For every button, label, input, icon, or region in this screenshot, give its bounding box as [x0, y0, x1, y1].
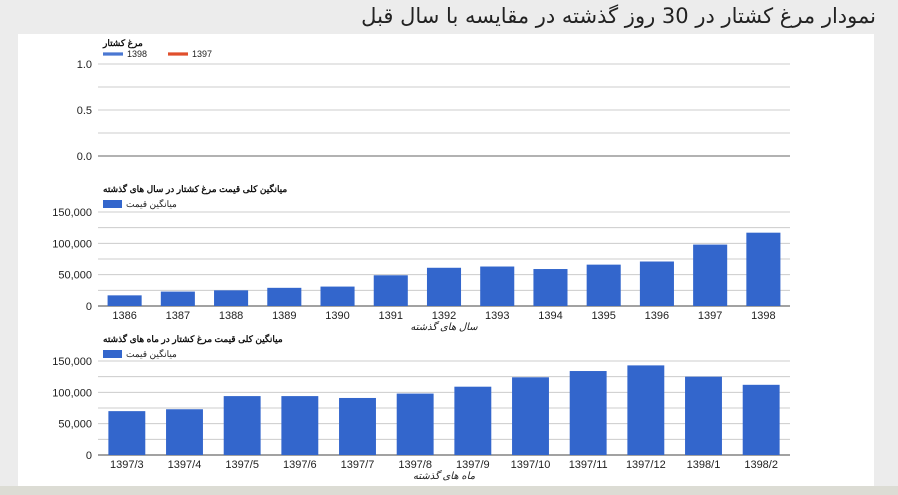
- chart2-bar-1398: [746, 232, 781, 306]
- chart2-bar-1392: [426, 267, 462, 306]
- chart2-ytick: 0: [86, 301, 92, 313]
- chart2-xtick: 1392: [432, 310, 456, 322]
- legend-label-1398: 1398: [127, 49, 147, 59]
- legend-label-1397: 1397: [192, 49, 212, 59]
- chart3-xtick: 1398/1: [687, 459, 721, 471]
- chart2-xtick: 1391: [379, 310, 403, 322]
- chart3-ytick: 150,000: [52, 356, 92, 368]
- chart2-xtick: 1397: [698, 310, 722, 322]
- chart3-xtick: 1397/12: [626, 459, 666, 471]
- chart3-ytick: 50,000: [58, 419, 92, 431]
- charts-panel: مرغ کشتار 1398 1397 1.0 0.5 0.0 میانگین کلی قی…: [18, 34, 874, 486]
- chart3-xlabel: ماه های گذشته: [413, 470, 476, 482]
- chart2-bar-1397: [693, 244, 728, 306]
- chart3-bar-1398/2: [742, 384, 780, 455]
- chart3-ytick: 100,000: [52, 387, 92, 399]
- chart3-bar-1397/12: [627, 365, 665, 455]
- chart3-xtick: 1397/6: [283, 459, 317, 471]
- chart3-bar-1397/5: [223, 396, 261, 455]
- chart3-ytick: 0: [86, 450, 92, 462]
- chart2-ytick: 100,000: [52, 238, 92, 250]
- chart1-ytick: 0.0: [77, 151, 92, 163]
- chart3-bar-1397/9: [454, 386, 492, 455]
- chart3-xtick: 1397/10: [511, 459, 551, 471]
- chart2-bar-1389: [267, 287, 302, 306]
- chart2-bar-1393: [480, 266, 515, 306]
- chart3-legend-label: میانگین قیمت: [126, 348, 177, 360]
- chart1-ytick: 1.0: [77, 59, 92, 71]
- chart3-xtick: 1397/8: [398, 459, 432, 471]
- chart2-bar-1387: [160, 291, 195, 306]
- chart2-legend-label: میانگین قیمت: [126, 198, 177, 210]
- chart3-bar-1397/10: [512, 377, 549, 455]
- chart2-bar-1391: [373, 275, 408, 306]
- chart2-bar-1390: [320, 286, 355, 306]
- chart1-title: مرغ کشتار: [102, 38, 143, 49]
- chart3-xtick: 1398/2: [744, 459, 778, 471]
- chart2-xlabel: سال های گذشته: [410, 321, 478, 333]
- chart2-xtick: 1388: [219, 310, 243, 322]
- chart2-xtick: 1395: [591, 310, 615, 322]
- bottom-strip: [0, 486, 898, 495]
- chart2-xtick: 1394: [538, 310, 562, 322]
- chart3-xtick: 1397/11: [569, 459, 608, 471]
- chart2-bar-1395: [586, 264, 621, 306]
- chart3-xtick: 1397/3: [110, 459, 144, 471]
- chart2-legend-swatch: [103, 200, 122, 208]
- chart2-xtick: 1390: [325, 310, 349, 322]
- chart2-bar-1394: [533, 269, 568, 306]
- chart3-bar-1397/8: [396, 393, 434, 455]
- chart2-xtick: 1398: [751, 310, 775, 322]
- chart3-xtick: 1397/5: [225, 459, 259, 471]
- chart2-xtick: 1387: [166, 310, 190, 322]
- chart2-xtick: 1393: [485, 310, 509, 322]
- chart2-title: میانگین کلی قیمت مرغ کشتار در سال های گذ…: [103, 183, 287, 195]
- chart1-ytick: 0.5: [77, 105, 92, 117]
- chart3-bar-1397/6: [281, 396, 319, 455]
- chart2-xtick: 1396: [645, 310, 669, 322]
- chart3-xtick: 1397/4: [168, 459, 202, 471]
- page-title: نمودار مرغ کشتار در 30 روز گذشته در مقای…: [361, 4, 876, 28]
- chart3-xtick: 1397/9: [456, 459, 490, 471]
- chart3-bar-1397/4: [166, 409, 203, 455]
- chart2-ytick: 150,000: [52, 207, 92, 219]
- chart2-bar-1386: [107, 295, 142, 306]
- chart3-bar-1398/1: [685, 376, 722, 455]
- chart2-bar-1396: [639, 261, 674, 306]
- chart2-xtick: 1389: [272, 310, 296, 322]
- chart3-bar-1397/7: [339, 397, 376, 455]
- chart2-ytick: 50,000: [58, 270, 92, 282]
- chart2-xtick: 1386: [112, 310, 136, 322]
- chart3-xtick: 1397/7: [341, 459, 375, 471]
- chart3-bar-1397/3: [108, 411, 146, 455]
- chart3-legend-swatch: [103, 350, 122, 358]
- chart3-title: میانگین کلی قیمت مرغ کشتار در ماه های گذ…: [103, 333, 283, 345]
- chart2-bar-1388: [214, 290, 249, 306]
- chart3-bar-1397/11: [569, 371, 607, 455]
